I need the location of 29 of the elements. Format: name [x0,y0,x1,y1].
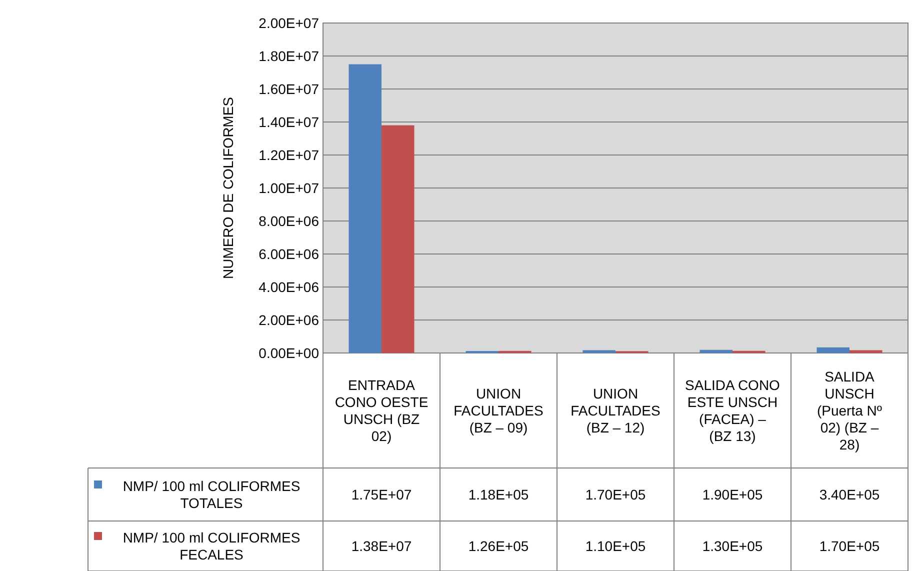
y-tick-label: 8.00E+06 [258,212,320,229]
y-tick-label: 1.00E+07 [258,180,320,196]
y-tick-label: 2.00E+06 [258,312,320,328]
data-label: 1.75E+07 [351,486,412,502]
legend-label: NMP/ 100 ml COLIFORMES TOTALES [122,478,300,511]
x-tick-label: SALIDA UNSCH (Puerta Nº 02) (BZ – 28) [816,368,882,452]
data-label: 1.30E+05 [702,538,763,554]
y-tick-label: 2.00E+07 [258,14,320,31]
data-label: 1.70E+05 [585,486,646,502]
data-label: 1.70E+05 [819,538,880,554]
x-tick-label: UNION FACULTADES (BZ – 12) [570,385,660,436]
data-label: 1.26E+05 [468,538,529,554]
data-label: 1.10E+05 [585,538,646,554]
y-tick-label: 1.60E+07 [258,80,320,97]
y-tick-label: 6.00E+06 [258,246,320,262]
data-label: 1.38E+07 [351,538,412,554]
x-tick-label: SALIDA CONO ESTE UNSCH (FACEA) – (BZ 13) [685,376,780,444]
y-tick-label: 4.00E+06 [258,278,320,295]
y-axis-title: NUMERO DE COLIFORMES [220,96,236,280]
y-tick-label: 1.80E+07 [258,48,320,64]
y-tick-label: 1.40E+07 [258,114,320,130]
data-label: 3.40E+05 [819,486,880,502]
y-tick-label: 1.20E+07 [258,146,320,163]
data-label: 1.18E+05 [468,486,529,502]
legend-label: NMP/ 100 ml COLIFORMES FECALES [122,529,300,562]
data-label: 1.90E+05 [702,486,763,502]
y-tick-label: 0.00E+00 [258,344,320,361]
x-tick-label: ENTRADA CONO OESTE UNSCH (BZ 02) [334,376,428,444]
x-tick-label: UNION FACULTADES (BZ – 09) [454,385,544,436]
